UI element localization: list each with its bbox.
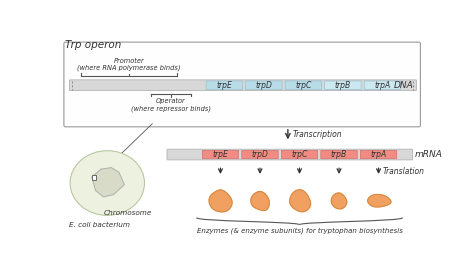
Ellipse shape xyxy=(70,151,145,215)
Text: trpE: trpE xyxy=(212,150,228,159)
Text: trpB: trpB xyxy=(335,81,351,90)
Text: Promoter
(where RNA polymerase binds): Promoter (where RNA polymerase binds) xyxy=(77,58,181,72)
Text: Transcription: Transcription xyxy=(292,130,342,139)
Text: trpA: trpA xyxy=(370,150,387,159)
Text: trpE: trpE xyxy=(217,81,232,90)
Text: Trp operon: Trp operon xyxy=(65,40,122,50)
FancyBboxPatch shape xyxy=(167,149,413,160)
Polygon shape xyxy=(92,168,124,197)
Bar xyxy=(92,175,96,180)
FancyBboxPatch shape xyxy=(242,150,278,159)
FancyBboxPatch shape xyxy=(360,150,397,159)
Polygon shape xyxy=(290,190,310,212)
Text: Enzymes (& enzyme subunits) for tryptophan biosynthesis: Enzymes (& enzyme subunits) for tryptoph… xyxy=(197,227,402,233)
FancyBboxPatch shape xyxy=(69,80,417,91)
FancyBboxPatch shape xyxy=(64,42,420,127)
Polygon shape xyxy=(331,193,347,209)
FancyBboxPatch shape xyxy=(281,150,318,159)
Text: trpA: trpA xyxy=(374,81,391,90)
Text: trpD: trpD xyxy=(255,81,272,90)
Polygon shape xyxy=(368,195,391,207)
Text: Translation: Translation xyxy=(383,167,424,176)
Text: Chromosome: Chromosome xyxy=(103,210,152,216)
Polygon shape xyxy=(209,190,232,212)
Text: trpB: trpB xyxy=(331,150,347,159)
Text: trpD: trpD xyxy=(252,150,268,159)
Text: DNA: DNA xyxy=(394,81,413,90)
Text: E. coli bacterium: E. coli bacterium xyxy=(69,222,129,227)
FancyBboxPatch shape xyxy=(285,81,321,90)
Text: Operator
(where repressor binds): Operator (where repressor binds) xyxy=(131,98,211,112)
Text: trpC: trpC xyxy=(295,81,311,90)
FancyBboxPatch shape xyxy=(325,81,361,90)
Text: mRNA: mRNA xyxy=(414,150,442,159)
FancyBboxPatch shape xyxy=(321,150,357,159)
FancyBboxPatch shape xyxy=(246,81,282,90)
Polygon shape xyxy=(251,192,269,210)
Text: trpC: trpC xyxy=(292,150,308,159)
FancyBboxPatch shape xyxy=(202,150,239,159)
FancyBboxPatch shape xyxy=(206,81,243,90)
FancyBboxPatch shape xyxy=(364,81,401,90)
